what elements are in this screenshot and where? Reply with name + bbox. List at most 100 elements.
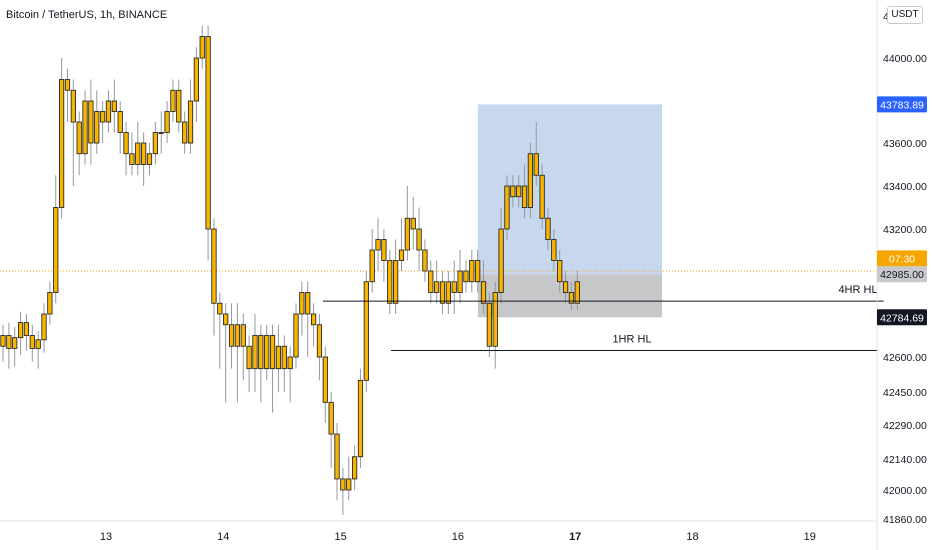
y-tick-label: 41860.00: [883, 514, 927, 526]
candle-body: [64, 79, 71, 91]
x-tick-label: 15: [334, 531, 346, 543]
x-tick-label: 19: [804, 531, 816, 543]
candle-body: [369, 249, 375, 283]
candle-body: [363, 281, 369, 381]
annotation-label: 4HR HL: [838, 284, 877, 296]
y-tick-label: 42450.00: [883, 387, 927, 399]
candle-body: [269, 335, 276, 370]
candle-body: [310, 313, 317, 326]
candle-body: [422, 249, 428, 272]
candle-body: [53, 207, 59, 293]
candle-body: [281, 345, 287, 370]
candle-body: [293, 313, 299, 358]
candle-body: [451, 281, 457, 293]
candle-body: [398, 249, 405, 261]
price-badge-label: 42985.00: [880, 269, 924, 281]
candle-body: [117, 111, 123, 133]
x-tick-label: 17: [569, 531, 581, 543]
candle-body: [557, 260, 563, 283]
candle-body: [240, 324, 246, 347]
candle-body: [393, 260, 399, 304]
candle-body: [521, 185, 528, 208]
price-badge: [877, 266, 927, 283]
candle-body: [539, 174, 545, 219]
y-tick-label: 44000.00: [883, 53, 927, 65]
candle-body: [164, 111, 170, 133]
candle-body: [205, 36, 211, 230]
candle-body: [111, 100, 117, 112]
price-badge: [877, 250, 927, 267]
candle-body: [252, 335, 258, 370]
candle-body: [486, 302, 492, 347]
candle-body: [182, 121, 188, 144]
candle-body: [70, 89, 76, 123]
candle-body: [152, 132, 158, 155]
candle-body: [510, 185, 516, 198]
candle-body: [94, 111, 100, 144]
x-tick-label: 13: [100, 531, 112, 543]
y-tick-label: 42600.00: [883, 352, 927, 364]
candle-body: [129, 153, 135, 165]
price-badge-label: 42784.69: [880, 312, 924, 324]
x-tick-label: 18: [686, 531, 698, 543]
candle-body: [100, 111, 106, 123]
symbol-title: Bitcoin / TetherUS, 1h, BINANCE: [6, 9, 168, 21]
candle-body: [375, 239, 381, 251]
y-tick-label: 43600.00: [883, 138, 927, 150]
candle-body: [562, 281, 569, 293]
candle-body: [287, 356, 293, 370]
candle-body: [574, 281, 580, 304]
candle-body: [59, 79, 65, 208]
candle-body: [381, 239, 387, 261]
candle-body: [445, 281, 451, 304]
candle-body: [346, 478, 352, 491]
candle-body: [234, 324, 240, 347]
candle-body: [275, 345, 282, 370]
y-tick-label: 43400.00: [883, 181, 927, 193]
price-badge: [877, 96, 927, 113]
candle-body: [469, 260, 475, 283]
candle-body: [498, 228, 504, 293]
candle-body: [357, 379, 364, 458]
y-tick-label-partial: 4: [883, 11, 889, 23]
currency-selector[interactable]: USDT: [887, 6, 923, 24]
candle-body: [475, 260, 481, 283]
candle-body: [170, 89, 176, 112]
candle-body: [141, 142, 147, 165]
candle-body: [322, 356, 328, 403]
price-badge-label: 43783.89: [880, 99, 924, 111]
candle-body: [223, 313, 229, 326]
candle-body: [135, 142, 141, 165]
candle-body: [41, 313, 47, 341]
candle-body: [387, 260, 393, 304]
candle-body: [158, 132, 164, 134]
candle-body: [6, 335, 12, 349]
candle-body: [328, 401, 334, 435]
candle-body: [258, 335, 264, 370]
candle-body: [457, 270, 463, 293]
price-badge-label: 07:30: [889, 253, 915, 265]
candle-body: [88, 100, 94, 144]
candle-body: [516, 185, 522, 198]
candle-body: [504, 185, 510, 230]
candle-body: [146, 153, 153, 165]
candle-body: [305, 292, 311, 315]
candle-body: [199, 36, 205, 59]
candle-body: [434, 281, 440, 293]
candle-body: [492, 292, 498, 347]
candle-body: [23, 322, 30, 336]
candle-body: [35, 339, 41, 349]
candle-body: [351, 456, 358, 480]
candle-body: [404, 217, 410, 251]
candle-body: [82, 100, 88, 155]
x-tick-label: 16: [452, 531, 464, 543]
candle-body: [299, 292, 305, 315]
candle-body: [439, 281, 446, 304]
candle-body: [76, 121, 82, 155]
candle-body: [193, 57, 199, 102]
candle-body: [316, 324, 323, 358]
candle-body: [463, 270, 469, 283]
candle-body: [217, 302, 223, 315]
candle-body: [410, 217, 416, 230]
